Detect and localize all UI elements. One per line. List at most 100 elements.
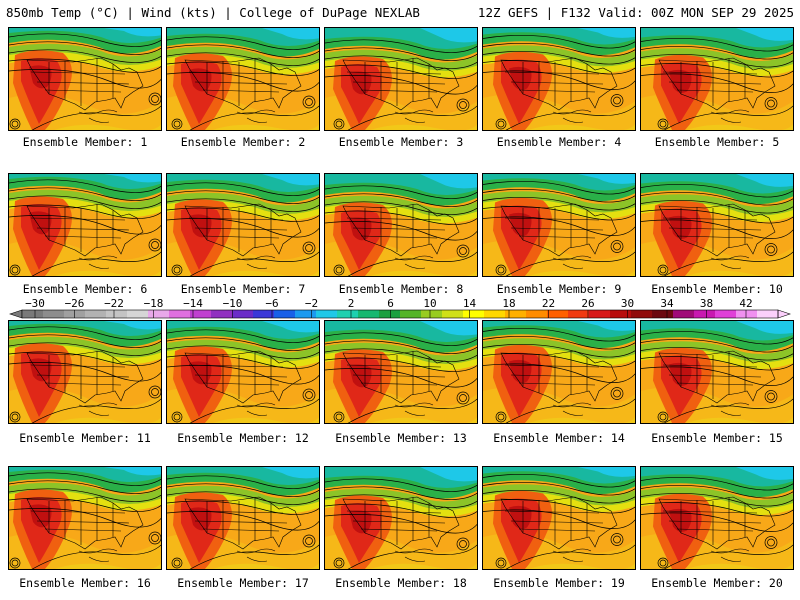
- ensemble-member-label: Ensemble Member: 12: [177, 431, 309, 445]
- colorbar-swatch: [484, 310, 506, 318]
- colorbar-swatch: [316, 310, 338, 318]
- colorbar-swatch: [358, 310, 380, 318]
- colorbar-tick-label: −18: [144, 297, 164, 310]
- colorbar-tick-label: 38: [700, 297, 713, 310]
- colorbar-swatch: [43, 310, 65, 318]
- ensemble-member-map-9: [482, 173, 636, 277]
- colorbar-tick-label: 34: [660, 297, 674, 310]
- colorbar-swatch: [337, 310, 359, 318]
- ensemble-member-map-10: [640, 173, 794, 277]
- colorbar-swatch: [379, 310, 401, 318]
- colorbar-tick-label: 30: [621, 297, 634, 310]
- colorbar-swatch: [610, 310, 632, 318]
- ensemble-member-map-7: [166, 173, 320, 277]
- ensemble-member-map-6: [8, 173, 162, 277]
- ensemble-member-map-17: [166, 466, 320, 570]
- ensemble-member-label: Ensemble Member: 20: [651, 576, 783, 590]
- ensemble-member-map-1: [8, 27, 162, 131]
- ensemble-member-label: Ensemble Member: 16: [19, 576, 151, 590]
- colorbar-swatch: [127, 310, 149, 318]
- colorbar-swatch: [400, 310, 422, 318]
- ensemble-member-map-5: [640, 27, 794, 131]
- colorbar-tick-label: 22: [542, 297, 555, 310]
- colorbar-outline: [21, 309, 779, 319]
- colorbar-tick-label: −22: [104, 297, 124, 310]
- colorbar-tick-label: −26: [65, 297, 85, 310]
- colorbar-tick-label: 6: [387, 297, 394, 310]
- colorbar-swatch: [547, 310, 569, 318]
- colorbar-swatch: [253, 310, 275, 318]
- colorbar-tick-label: 42: [739, 297, 752, 310]
- ensemble-member-map-13: [324, 320, 478, 424]
- colorbar-swatch: [421, 310, 443, 318]
- colorbar-swatch: [736, 310, 758, 318]
- colorbar-swatch: [463, 310, 485, 318]
- ensemble-member-label: Ensemble Member: 15: [651, 431, 783, 445]
- colorbar-swatch: [274, 310, 296, 318]
- ensemble-member-map-14: [482, 320, 636, 424]
- ensemble-member-map-8: [324, 173, 478, 277]
- ensemble-member-map-3: [324, 27, 478, 131]
- ensemble-member-label: Ensemble Member: 5: [654, 135, 780, 149]
- ensemble-member-label: Ensemble Member: 6: [22, 282, 148, 296]
- colorbar-swatch: [757, 310, 779, 318]
- colorbar-max-arrow: [777, 309, 791, 319]
- colorbar-tick-label: 2: [348, 297, 355, 310]
- colorbar-swatch: [673, 310, 695, 318]
- colorbar-tick-label: 10: [423, 297, 436, 310]
- colorbar-tick-label: −2: [305, 297, 318, 310]
- ensemble-member-label: Ensemble Member: 1: [22, 135, 148, 149]
- ensemble-member-label: Ensemble Member: 19: [493, 576, 625, 590]
- colorbar-swatch: [442, 310, 464, 318]
- colorbar-swatch: [694, 310, 716, 318]
- ensemble-member-label: Ensemble Member: 8: [338, 282, 464, 296]
- colorbar-tick-label: 18: [502, 297, 515, 310]
- ensemble-member-label: Ensemble Member: 3: [338, 135, 464, 149]
- colorbar-tick-label: −10: [223, 297, 243, 310]
- colorbar-tick-label: 14: [463, 297, 477, 310]
- ensemble-member-label: Ensemble Member: 14: [493, 431, 625, 445]
- colorbar-tick-label: −30: [25, 297, 45, 310]
- colorbar-tick-label: 26: [581, 297, 594, 310]
- colorbar-swatch: [85, 310, 107, 318]
- ensemble-member-map-16: [8, 466, 162, 570]
- colorbar-tick-label: −6: [265, 297, 278, 310]
- ensemble-member-map-12: [166, 320, 320, 424]
- ensemble-member-map-20: [640, 466, 794, 570]
- colorbar-swatch: [652, 310, 674, 318]
- ensemble-member-map-4: [482, 27, 636, 131]
- ensemble-member-label: Ensemble Member: 13: [335, 431, 467, 445]
- colorbar-swatch: [169, 310, 191, 318]
- ensemble-member-label: Ensemble Member: 9: [496, 282, 622, 296]
- colorbar-swatch: [148, 310, 170, 318]
- ensemble-member-label: Ensemble Member: 17: [177, 576, 309, 590]
- ensemble-member-map-2: [166, 27, 320, 131]
- colorbar-swatch: [211, 310, 233, 318]
- ensemble-member-label: Ensemble Member: 18: [335, 576, 467, 590]
- colorbar-tick-label: −14: [183, 297, 203, 310]
- ensemble-member-map-15: [640, 320, 794, 424]
- ensemble-member-label: Ensemble Member: 10: [651, 282, 783, 296]
- temperature-colorbar: −30 −26 −22 −18 −14 −10 −6 −2 2 6 10 14 18 22 26 30 34 38…: [9, 297, 791, 319]
- colorbar-min-arrow: [9, 309, 23, 319]
- ensemble-member-label: Ensemble Member: 7: [180, 282, 306, 296]
- valid-time: 12Z GEFS | F132 Valid: 00Z MON SEP 29 20…: [477, 5, 794, 20]
- colorbar-swatch: [505, 310, 527, 318]
- ensemble-member-map-19: [482, 466, 636, 570]
- colorbar-swatch: [295, 310, 317, 318]
- ensemble-member-label: Ensemble Member: 11: [19, 431, 151, 445]
- colorbar-swatch: [106, 310, 128, 318]
- colorbar-swatch: [22, 310, 44, 318]
- ensemble-member-map-18: [324, 466, 478, 570]
- colorbar-swatch: [190, 310, 212, 318]
- colorbar-swatch: [715, 310, 737, 318]
- ensemble-member-label: Ensemble Member: 4: [496, 135, 622, 149]
- map-title: 850mb Temp (°C) | Wind (kts) | College o…: [6, 5, 420, 20]
- ensemble-member-label: Ensemble Member: 2: [180, 135, 306, 149]
- colorbar-swatch: [589, 310, 611, 318]
- colorbar-swatch: [526, 310, 548, 318]
- colorbar-swatch: [232, 310, 254, 318]
- colorbar-swatch: [568, 310, 590, 318]
- colorbar-swatch: [631, 310, 653, 318]
- ensemble-member-map-11: [8, 320, 162, 424]
